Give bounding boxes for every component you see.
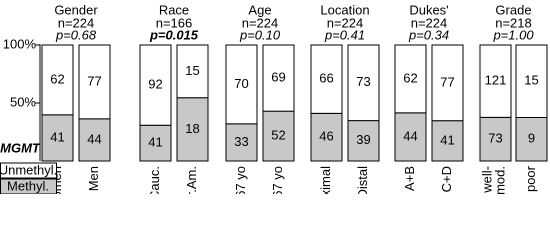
bar-segment [515, 44, 548, 118]
bar-segment [225, 44, 258, 125]
legend-label: Methyl. [7, 178, 49, 193]
bar-segment [262, 44, 295, 112]
value-label: 9 [528, 131, 535, 146]
value-label: 15 [185, 63, 199, 78]
bar-segment [310, 44, 343, 114]
group-title: Location [320, 2, 369, 17]
value-label: 66 [319, 71, 333, 86]
x-tick-label-line: mod. [493, 166, 508, 194]
legend-title: MGMT [0, 140, 41, 155]
bar-segment [176, 97, 209, 162]
bar-segment [515, 117, 548, 162]
chart: MGMT 50%100%Gendern=224p=0.68Racen=166p=… [0, 2, 548, 194]
bar-segment [41, 44, 74, 116]
value-label: 15 [524, 73, 538, 88]
group-n: n=224 [327, 15, 364, 30]
bar-segment [78, 118, 111, 162]
bar-segment [139, 44, 172, 126]
group-n: n=224 [58, 15, 95, 30]
value-label: 44 [87, 131, 101, 146]
y-tick-label: 50% [10, 94, 36, 109]
bar-segment [431, 120, 464, 162]
group-n: n=166 [156, 15, 193, 30]
legend-swatch [0, 162, 57, 179]
x-tick-label: Cauc. [147, 166, 162, 194]
bar-segment [347, 120, 380, 162]
group-n: n=224 [411, 15, 448, 30]
group-title: Dukes' [409, 2, 448, 17]
group-title: Age [248, 2, 271, 17]
value-label: 33 [234, 134, 248, 149]
x-tick-label: Afr.Am. [184, 166, 199, 194]
value-label: 41 [148, 135, 162, 150]
x-tick-label: poor [523, 165, 538, 192]
value-label: 62 [403, 70, 417, 85]
value-label: 39 [356, 132, 370, 147]
bar-segment [479, 44, 512, 118]
value-label: 73 [488, 131, 502, 146]
group-n: n=224 [242, 15, 279, 30]
value-label: 41 [50, 129, 64, 144]
value-label: 73 [356, 74, 370, 89]
x-tick-label: > 67 yo [270, 166, 285, 194]
value-label: 18 [185, 121, 199, 136]
y-tick-label: 100% [3, 36, 37, 51]
value-label: 77 [440, 74, 454, 89]
bar-segment [176, 44, 209, 99]
group-title: Gender [54, 2, 98, 17]
x-tick-label: Men [86, 166, 101, 191]
group-title: Grade [495, 2, 531, 17]
group-p: p=0.015 [149, 27, 199, 42]
value-label: 44 [403, 128, 417, 143]
bar-segment [41, 114, 74, 162]
group-p: p=0.10 [239, 27, 281, 42]
x-tick-label: C+D [439, 166, 454, 192]
group-p: p=0.34 [408, 27, 449, 42]
bar-segment [431, 44, 464, 122]
bar-segment [262, 110, 295, 162]
x-tick-label: Distal [355, 166, 370, 194]
bar-segment [394, 44, 427, 114]
bar-segment [78, 44, 111, 120]
x-tick-label: Proximal [318, 166, 333, 194]
value-label: 62 [50, 71, 64, 86]
bar-segment [347, 44, 380, 122]
value-label: 92 [148, 77, 162, 92]
x-tick-label-line: well- [480, 166, 495, 194]
value-label: 70 [234, 76, 248, 91]
legend-label: Unmethyl. [0, 162, 57, 177]
value-label: 52 [271, 128, 285, 143]
x-tick-label: well-mod. [480, 166, 508, 194]
x-tick-label: A+B [402, 166, 417, 191]
bar-segment [479, 116, 512, 162]
legend-swatch [0, 178, 57, 194]
bar-segment [310, 112, 343, 162]
value-label: 77 [87, 73, 101, 88]
value-label: 69 [271, 70, 285, 85]
bar-segment [394, 112, 427, 162]
value-label: 41 [440, 132, 454, 147]
x-tick-label: < 67 yo [233, 166, 248, 194]
group-p: p=0.68 [55, 27, 97, 42]
group-title: Race [159, 2, 189, 17]
value-label: 121 [485, 73, 507, 88]
group-p: p=1.00 [492, 27, 534, 42]
group-p: p=0.41 [324, 27, 365, 42]
value-label: 46 [319, 129, 333, 144]
group-n: n=218 [495, 15, 532, 30]
